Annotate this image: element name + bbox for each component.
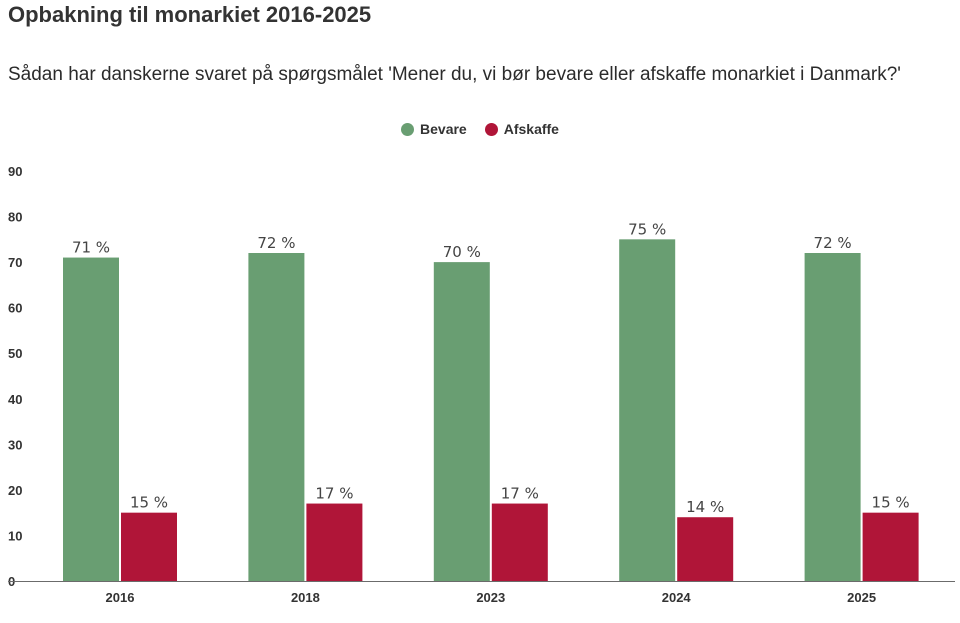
bar-bevare-2024[interactable] (619, 239, 676, 582)
bar-afskaffe-2023[interactable] (491, 503, 548, 581)
chart-title: Opbakning til monarkiet 2016-2025 (8, 2, 372, 27)
data-label-afskaffe-2024: 14 % (686, 498, 724, 516)
data-label-bevare-2016: 71 % (72, 239, 110, 257)
y-tick-label: 60 (8, 301, 22, 316)
legend-item-afskaffe[interactable]: Afskaffe (484, 121, 559, 137)
bar-bevare-2025[interactable] (804, 253, 861, 581)
data-label-afskaffe-2018: 17 % (315, 485, 353, 503)
bar-bevare-2016[interactable] (63, 257, 119, 581)
legend-item-bevare[interactable]: Bevare (401, 121, 467, 137)
x-category-label: 2018 (291, 590, 320, 605)
y-tick-label: 30 (8, 437, 22, 452)
x-category-label: 2025 (847, 590, 876, 605)
legend-swatch-afskaffe (484, 122, 498, 136)
data-label-bevare-2018: 72 % (257, 234, 295, 252)
y-tick-label: 70 (8, 255, 22, 270)
chart-subtitle: Sådan har danskerne svaret på spørgsmåle… (8, 64, 901, 85)
data-label-bevare-2025: 72 % (814, 234, 852, 252)
bar-bevare-2018[interactable] (248, 253, 305, 581)
data-label-bevare-2023: 70 % (443, 243, 481, 261)
x-category-label: 2016 (106, 590, 135, 605)
legend: Bevare Afskaffe (0, 121, 960, 137)
x-category-label: 2024 (662, 590, 692, 605)
legend-label-afskaffe: Afskaffe (503, 121, 559, 137)
data-label-bevare-2024: 75 % (628, 220, 666, 238)
x-category-label: 2023 (476, 590, 505, 605)
y-tick-label: 80 (8, 210, 22, 225)
y-tick-label: 50 (8, 346, 22, 361)
data-label-afskaffe-2016: 15 % (130, 494, 168, 512)
bar-bevare-2023[interactable] (433, 262, 490, 581)
bar-afskaffe-2025[interactable] (862, 512, 919, 581)
data-label-afskaffe-2025: 15 % (872, 494, 910, 512)
y-tick-label: 40 (8, 392, 22, 407)
y-tick-label: 90 (8, 164, 22, 179)
y-tick-label: 10 (8, 528, 22, 543)
legend-label-bevare: Bevare (420, 121, 467, 137)
bar-afskaffe-2018[interactable] (306, 503, 363, 581)
y-tick-label: 20 (8, 483, 22, 498)
bar-afskaffe-2024[interactable] (677, 517, 734, 581)
legend-swatch-bevare (401, 122, 415, 136)
data-label-afskaffe-2023: 17 % (501, 485, 539, 503)
bar-afskaffe-2016[interactable] (121, 512, 177, 581)
